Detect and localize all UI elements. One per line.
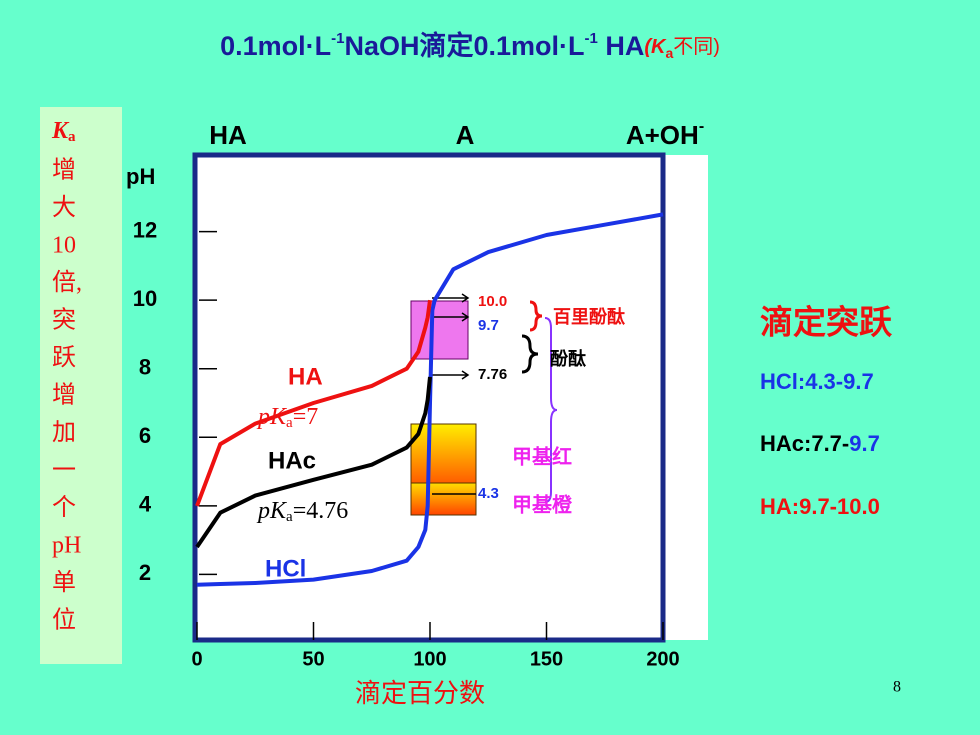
title-sub: a [665, 45, 673, 61]
methyl-red-box [410, 423, 477, 487]
y-axis-label: pH [126, 164, 155, 189]
annotation: 7.76 [478, 366, 507, 383]
plot-frame [192, 152, 666, 643]
pka-label: pKa=7 [256, 404, 318, 432]
pk-sub: a [286, 509, 293, 525]
side-line: 一 [52, 458, 76, 484]
brace [544, 317, 558, 503]
series-label: HAc [268, 447, 316, 474]
pk-val: =7 [293, 404, 319, 430]
x-tick-label: 200 [646, 648, 679, 670]
x-tick-label: 150 [530, 648, 563, 670]
annotation: 10.0 [478, 293, 507, 310]
side-line: 增 [52, 157, 76, 184]
side-line: 单 [52, 569, 76, 596]
region: A [456, 120, 475, 150]
annotation: 百里酚酞 [553, 306, 625, 327]
region-label: HA [209, 120, 247, 150]
annotation: 9.7 [478, 317, 499, 334]
right-heading: 滴定突跃 [760, 304, 893, 341]
region-label: A+OH- [626, 118, 704, 150]
title-part: (K [644, 36, 667, 58]
hac-end: 9.7 [849, 431, 880, 456]
k: K [51, 118, 70, 144]
region-label: A [456, 120, 475, 150]
series-label: HCl [265, 555, 306, 582]
title-part: 0.1mol·L [220, 31, 331, 61]
curve [195, 299, 432, 507]
x-tick-label: 50 [302, 648, 324, 670]
title: 0.1mol·L-1NaOH滴定0.1mol·L-1 HA(Ka不同) [220, 30, 720, 61]
region: A+OH [626, 120, 699, 150]
title-sup: -1 [331, 30, 344, 47]
region: HA [209, 120, 247, 150]
side-line: 加 [52, 419, 76, 446]
side-line: 倍, [52, 269, 82, 296]
y-tick-label: 6 [139, 423, 151, 448]
title-part: NaOH滴定0.1mol·L [344, 30, 584, 61]
curve [196, 212, 664, 587]
title-part: 不同) [673, 36, 720, 58]
y-tick-label: 12 [133, 217, 157, 242]
arrow [432, 370, 470, 380]
side-line: 突 [52, 307, 76, 334]
side-line: pH [52, 533, 81, 559]
right-ha: HA:9.7-10.0 [760, 494, 880, 519]
annotation: 甲基红 [512, 444, 572, 468]
page-number: 8 [893, 679, 901, 696]
y-tick-label: 8 [139, 355, 151, 380]
y-tick-label: 2 [139, 560, 151, 585]
pk: pK [256, 404, 288, 430]
side-line: 增 [52, 382, 76, 409]
pk-val: =4.76 [293, 498, 349, 524]
side-line: 大 [52, 194, 76, 221]
methyl-orange-box [410, 482, 477, 516]
plot-bg [195, 155, 708, 640]
pk: pK [256, 498, 288, 524]
arrow [432, 312, 470, 322]
x-tick-label: 0 [191, 648, 202, 670]
x-axis-label: 滴定百分数 [355, 678, 485, 708]
region-sup: - [699, 118, 704, 135]
annotation: 4.3 [478, 485, 499, 502]
annotation: 酚酞 [550, 348, 586, 369]
annotation: 甲基橙 [512, 492, 573, 516]
right-hac: HAc:7.7-9.7 [760, 431, 880, 456]
title-part: HA [598, 31, 645, 61]
brace [521, 334, 539, 374]
x-tick-label: 100 [413, 648, 446, 670]
pk-sub: a [286, 415, 293, 431]
side-box [40, 107, 122, 664]
series-label: HA [288, 363, 323, 390]
curve [195, 376, 432, 549]
y-tick-label: 4 [139, 492, 152, 517]
right-hcl: HCl:4.3-9.7 [760, 369, 874, 394]
k-sub: a [68, 129, 76, 145]
side-line: 跃 [52, 344, 76, 371]
side-k: Ka [51, 118, 76, 146]
pka-label: pKa=4.76 [256, 498, 348, 526]
title-sup: -1 [585, 30, 598, 47]
side-line: 10 [52, 233, 76, 259]
y-tick-label: 10 [133, 286, 157, 311]
hac-range: HAc:7.7- [760, 431, 849, 456]
side-line: 位 [52, 607, 76, 634]
side-line: 个 [52, 494, 76, 521]
brace [529, 300, 543, 332]
